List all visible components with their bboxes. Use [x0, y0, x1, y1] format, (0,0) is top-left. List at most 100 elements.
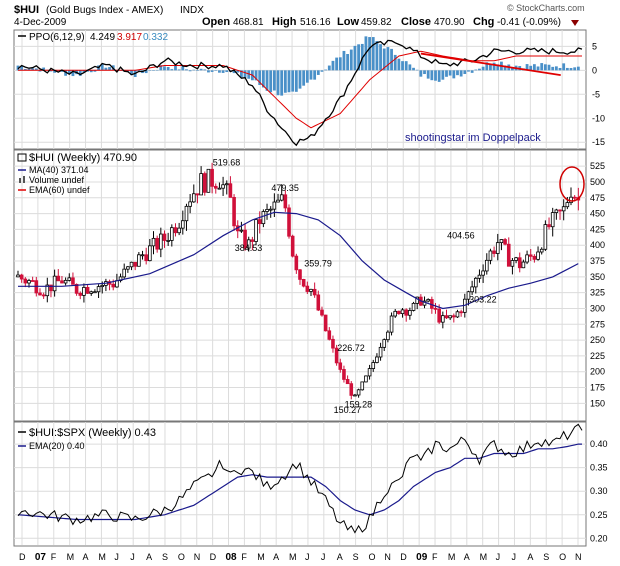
x-tick-label: D [210, 552, 217, 562]
candle-body [342, 369, 346, 380]
candle-body [224, 183, 229, 186]
candle-body [111, 283, 116, 288]
candle-body [393, 310, 398, 317]
candle-body [268, 208, 273, 211]
high-label: High [272, 16, 297, 28]
ratio-ema-legend: EMA(20) 0.40 [29, 441, 85, 451]
ppo-histogram-bar [272, 70, 276, 91]
ma-legend: MA(40) 371.04 [29, 165, 89, 175]
candle-body [506, 243, 511, 267]
candle-body [305, 285, 310, 292]
candle-body [162, 233, 167, 241]
x-tick-label: N [384, 552, 391, 562]
ppo-histogram-bar [181, 66, 185, 71]
candle-body [250, 239, 255, 242]
volume-legend-swatch-2 [23, 176, 25, 183]
candle-body [122, 268, 127, 278]
candle-body [202, 173, 207, 193]
ppo-histogram-bar [540, 63, 544, 71]
x-tick-label: J [130, 552, 135, 562]
candle-body [473, 277, 478, 288]
candle-body [378, 346, 383, 358]
candle-body [126, 266, 130, 270]
candle-body [221, 184, 225, 189]
ppo-annotation: shootingstar im Doppelpack [405, 132, 541, 144]
price-plot: 519.68 384.53 479.35 359.79 226.72 159.28150.… [16, 158, 581, 415]
index-name: (Gold Bugs Index - AMEX) [46, 5, 163, 16]
candle-body [323, 314, 328, 332]
candle-body [327, 330, 332, 340]
ppo-histogram-bar [174, 64, 177, 71]
x-tick-label: 09 [416, 552, 428, 563]
ppo-histogram-bar [148, 70, 152, 71]
candle-body [279, 194, 284, 201]
price-y-tick: 175 [590, 383, 605, 393]
low-label: Low [337, 16, 359, 28]
price-value-label: 359.79 [304, 259, 332, 269]
x-tick-label: J [305, 552, 310, 562]
candle-body [294, 255, 299, 271]
chg-value: -0.41 (-0.09%) [497, 17, 561, 28]
candle-body [488, 250, 493, 261]
ppo-histogram-bar [496, 64, 500, 71]
candle-body [397, 310, 401, 315]
ppo-histogram-bar [108, 67, 111, 71]
candle-body [364, 375, 368, 383]
ppo-histogram-bar [305, 70, 309, 83]
ppo-histogram-bar [265, 70, 269, 91]
ppo-histogram-bar [283, 70, 287, 93]
x-tick-label: A [146, 552, 152, 562]
grid-lines [14, 30, 586, 545]
symbol: $HUI [14, 4, 39, 16]
open-label: Open [202, 16, 230, 28]
ppo-histogram-bar [196, 70, 199, 71]
candle-body [23, 278, 28, 284]
candle-body [151, 237, 156, 247]
chg-label: Chg [473, 16, 494, 28]
candle-body [554, 209, 559, 213]
candle-body [572, 196, 577, 199]
price-value-label: 479.35 [271, 183, 299, 193]
ppo-histogram-bar [254, 70, 258, 81]
ppo-histogram-bar [287, 70, 291, 93]
ppo-histogram-bar [408, 64, 412, 71]
ppo-histogram-bar [346, 54, 350, 71]
candle-body [466, 291, 471, 300]
ratio-y-tick: 0.35 [590, 463, 608, 473]
x-tick-label: F [241, 552, 247, 562]
x-tick-label: A [83, 552, 89, 562]
candle-body [213, 185, 218, 189]
ppo-histogram-bar [434, 70, 437, 81]
candle-body [63, 279, 68, 284]
ratio-panel-frame [13, 421, 587, 547]
candle-body [536, 251, 540, 260]
ppo-histogram-bar [426, 70, 430, 79]
ppo-histogram-bar [49, 70, 53, 72]
ppo-histogram-bar [558, 67, 562, 71]
ppo-histogram-bar [415, 69, 419, 71]
close-value: 470.90 [434, 17, 465, 28]
price-value-label: 404.56 [447, 230, 475, 240]
ppo-histogram-bar [485, 62, 489, 71]
price-legend-swatch [17, 153, 27, 162]
x-tick-label: J [114, 552, 119, 562]
candle-body [528, 254, 533, 257]
ppo-histogram-bar [34, 68, 38, 71]
ppo-histogram-bar [159, 65, 163, 71]
candle-body [191, 193, 196, 203]
ppo-histogram-bar [100, 64, 104, 71]
candle-body [367, 368, 372, 377]
ppo-histogram-bar [60, 70, 64, 72]
ppo-histogram-bar [543, 64, 547, 71]
ppo-histogram-bar [67, 70, 71, 74]
candle-body [331, 338, 335, 349]
ppo-histogram-bar [349, 49, 353, 71]
ratio-y-tick: 0.30 [590, 486, 608, 496]
ppo-histogram-bar [232, 70, 236, 74]
ppo-histogram-bar [313, 70, 317, 80]
ppo-histogram-bar [291, 70, 295, 92]
candle-body [188, 201, 192, 207]
ppo-histogram-bar [276, 70, 280, 96]
ppo-panel-frame [13, 29, 587, 150]
